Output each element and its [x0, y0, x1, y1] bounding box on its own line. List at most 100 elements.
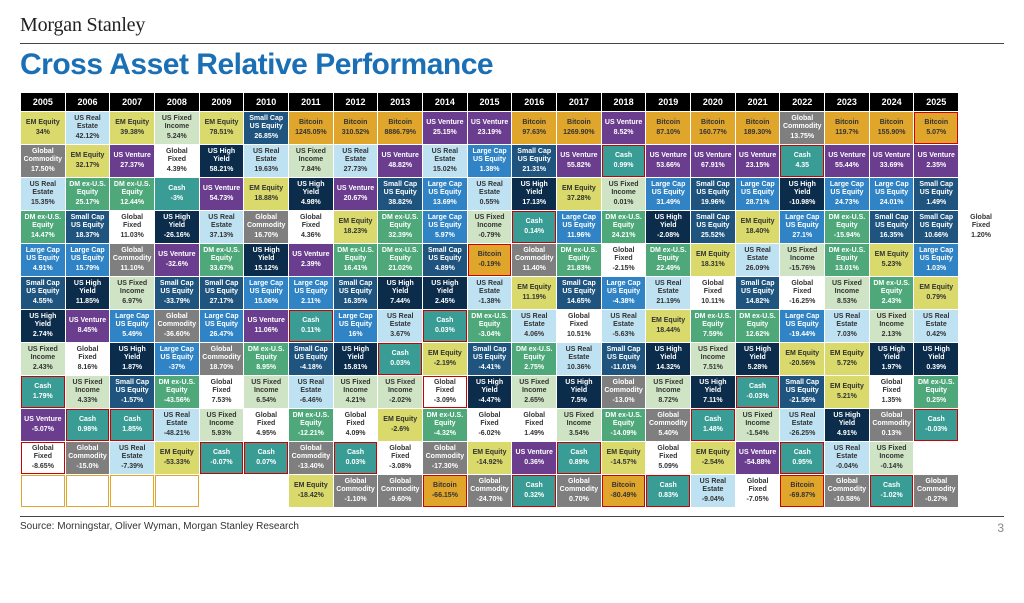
- asset-label: Bitcoin: [513, 119, 555, 127]
- perf-cell: US Real Estate3.67%: [378, 310, 422, 342]
- asset-value: -2.08%: [647, 232, 689, 240]
- asset-value: 15.79%: [67, 265, 109, 273]
- perf-cell: US High Yield-2.08%: [646, 211, 690, 243]
- asset-value: 97.63%: [513, 129, 555, 137]
- asset-value: 6.97%: [111, 298, 153, 306]
- perf-cell: Global Fixed-2.15%: [602, 244, 646, 276]
- asset-label: US Real Estate: [915, 313, 957, 329]
- perf-cell: Global Commodity5.40%: [646, 409, 690, 441]
- asset-value: 33.69%: [871, 162, 913, 170]
- asset-label: Cash: [915, 416, 957, 424]
- asset-label: Global Commodity: [826, 478, 868, 494]
- asset-label: US Venture: [692, 152, 734, 160]
- asset-value: 15.35%: [22, 199, 64, 207]
- perf-cell: DM ex-U.S. Equity2.43%: [870, 277, 914, 309]
- asset-value: -1.02%: [871, 492, 913, 500]
- perf-cell: DM ex-U.S. Equity24.21%: [602, 211, 646, 243]
- asset-value: 155.90%: [871, 129, 913, 137]
- asset-value: 0.01%: [603, 199, 645, 207]
- asset-value: -20.56%: [781, 360, 823, 368]
- perf-cell: Small Cap US Equity1.49%: [914, 178, 958, 210]
- asset-label: US High Yield: [826, 412, 868, 428]
- perf-cell: Global Fixed-6.02%: [468, 409, 512, 441]
- perf-cell: Global Fixed-8.65%: [21, 442, 65, 474]
- perf-cell: Cash-0.03%: [736, 376, 780, 408]
- asset-value: 5.72%: [826, 360, 868, 368]
- year-header: 2019: [646, 93, 690, 111]
- perf-cell: US Venture54.73%: [200, 178, 244, 210]
- asset-value: 0.99%: [603, 162, 645, 170]
- asset-value: -1.57%: [111, 397, 153, 405]
- perf-cell: Bitcoin310.52%: [334, 112, 378, 144]
- year-header: 2025: [914, 93, 958, 111]
- asset-value: -18.42%: [290, 492, 332, 500]
- asset-value: 22.49%: [647, 265, 689, 273]
- perf-cell: Global Commodity-24.70%: [468, 475, 512, 507]
- asset-value: -10.98%: [781, 199, 823, 207]
- asset-label: Small Cap US Equity: [424, 247, 466, 263]
- asset-value: -80.49%: [603, 492, 645, 500]
- perf-cell: Bitcoin189.30%: [736, 112, 780, 144]
- asset-label: Global Fixed: [424, 379, 466, 395]
- perf-cell: Bitcoin155.90%: [870, 112, 914, 144]
- perf-cell: Small Cap US Equity18.37%: [66, 211, 110, 243]
- empty-cell: [200, 475, 244, 507]
- perf-cell: US Real Estate-26.25%: [780, 409, 824, 441]
- asset-label: Global Fixed: [335, 412, 377, 428]
- asset-value: 14.65%: [558, 298, 600, 306]
- asset-value: 6.54%: [245, 397, 287, 405]
- perf-cell: Small Cap US Equity38.82%: [378, 178, 422, 210]
- asset-label: EM Equity: [781, 350, 823, 358]
- asset-label: EM Equity: [156, 449, 198, 457]
- asset-value: 3.67%: [379, 331, 421, 339]
- perf-cell: Global Commodity-10.58%: [825, 475, 869, 507]
- asset-label: Global Commodity: [871, 412, 913, 428]
- perf-cell: Bitcoin 97.63%: [512, 112, 556, 144]
- year-header: 2010: [244, 93, 288, 111]
- asset-value: 1245.05%: [290, 129, 332, 137]
- year-header: 2020: [691, 93, 735, 111]
- asset-value: 8.16%: [67, 364, 109, 372]
- perf-cell: Global Commodity-1.10%: [334, 475, 378, 507]
- perf-cell: Small Cap US Equity14.65%: [557, 277, 601, 309]
- perf-cell: Global Commodity18.70%: [200, 343, 244, 375]
- perf-cell: US Real Estate0.55%: [468, 178, 512, 210]
- asset-value: 18.37%: [67, 232, 109, 240]
- asset-label: US Real Estate: [156, 412, 198, 428]
- asset-value: 26.09%: [737, 265, 779, 273]
- asset-value: 23.15%: [737, 162, 779, 170]
- brand-name: Morgan Stanley: [20, 14, 1004, 37]
- asset-value: 8.53%: [826, 298, 868, 306]
- asset-label: Bitcoin: [424, 482, 466, 490]
- asset-label: Large Cap US Equity: [647, 181, 689, 197]
- asset-label: DM ex-U.S. Equity: [826, 214, 868, 230]
- asset-label: EM Equity: [737, 218, 779, 226]
- asset-label: US Fixed Income: [737, 412, 779, 428]
- asset-value: 4.06%: [513, 331, 555, 339]
- asset-label: US Fixed Income: [22, 346, 64, 362]
- perf-cell: EM Equity11.19%: [512, 277, 556, 309]
- asset-value: -2.19%: [424, 360, 466, 368]
- asset-label: Global Commodity: [781, 115, 823, 131]
- asset-label: US Venture: [379, 152, 421, 160]
- perf-cell: Large Cap US Equity-4.38%: [602, 277, 646, 309]
- asset-label: Global Commodity: [379, 478, 421, 494]
- asset-label: US Real Estate: [647, 280, 689, 296]
- asset-value: 13.75%: [781, 133, 823, 141]
- asset-label: DM ex-U.S. Equity: [826, 247, 868, 263]
- perf-cell: Large Cap US Equity-37%: [155, 343, 199, 375]
- asset-label: US High Yield: [915, 346, 957, 362]
- asset-value: -26.25%: [781, 430, 823, 438]
- perf-cell: US Real Estate10.36%: [557, 343, 601, 375]
- asset-value: 55.82%: [558, 162, 600, 170]
- perf-cell: US Fixed Income-15.76%: [780, 244, 824, 276]
- perf-cell: Small Cap US Equity-4.41%: [468, 343, 512, 375]
- perf-cell: Bitcoin119.7%: [825, 112, 869, 144]
- asset-value: 18.23%: [335, 228, 377, 236]
- asset-label: US Venture: [603, 119, 645, 127]
- asset-label: US Real Estate: [335, 148, 377, 164]
- asset-value: 13.69%: [424, 199, 466, 207]
- perf-cell: US High Yield11.85%: [66, 277, 110, 309]
- asset-value: 7.84%: [290, 166, 332, 174]
- perf-cell: US Fixed Income-0.79%: [468, 211, 512, 243]
